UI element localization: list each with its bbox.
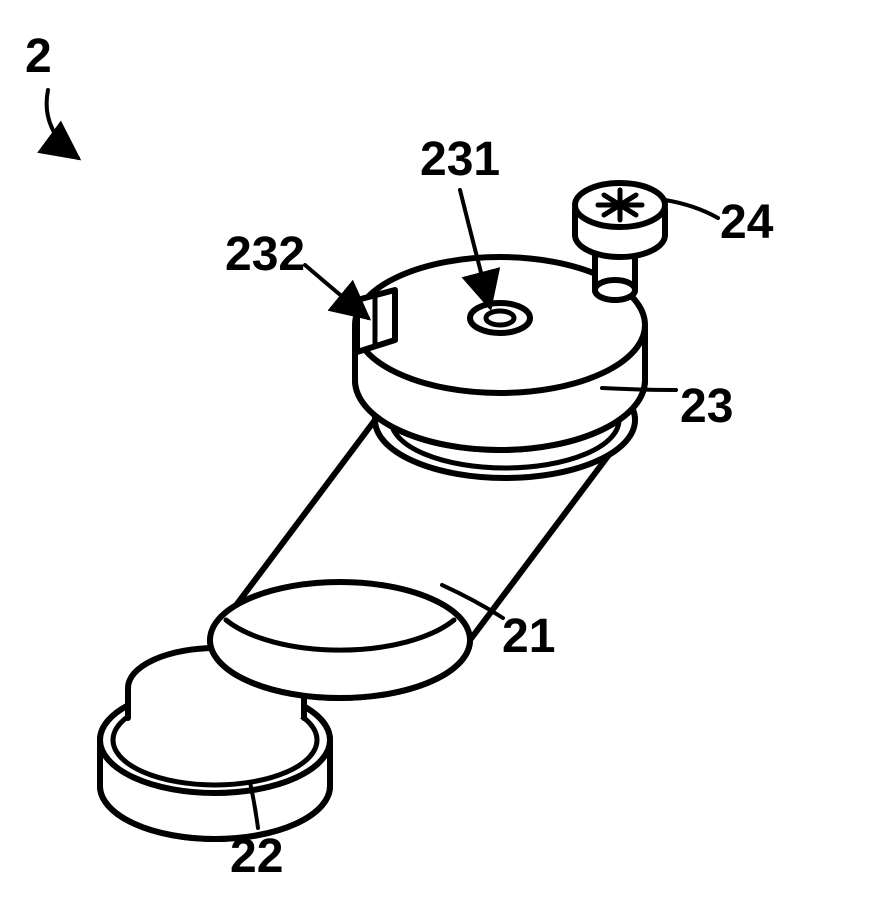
phillips-cross-icon bbox=[598, 190, 642, 220]
label-231: 231 bbox=[420, 133, 500, 186]
label-232: 232 bbox=[225, 228, 305, 281]
exploded-view-diagram: 2 bbox=[0, 0, 875, 912]
label-21: 21 bbox=[502, 610, 555, 663]
center-hole bbox=[470, 303, 530, 333]
assembly-ref-label: 2 bbox=[25, 30, 52, 83]
side-notch bbox=[357, 290, 395, 352]
assembly-ref: 2 bbox=[25, 30, 78, 158]
label-23: 23 bbox=[680, 380, 733, 433]
assembly-ref-arrow bbox=[47, 90, 78, 158]
label-24: 24 bbox=[720, 196, 774, 249]
label-22: 22 bbox=[230, 830, 283, 883]
